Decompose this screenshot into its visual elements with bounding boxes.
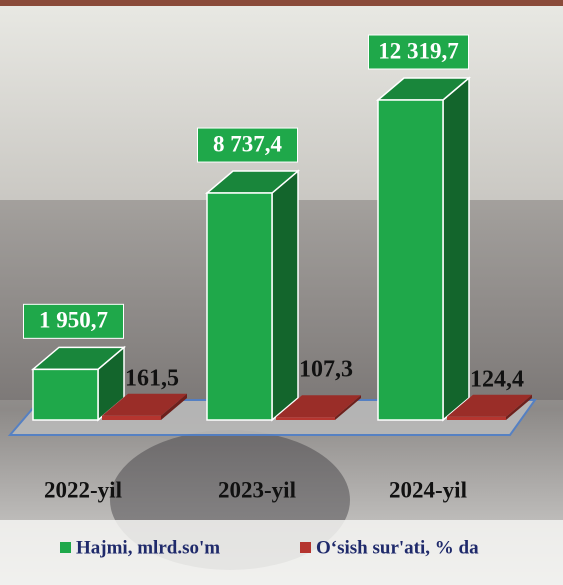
value-label: 107,3 [299,357,353,383]
bar-face [102,416,161,420]
legend-swatch [60,542,71,553]
bar-face [272,171,298,420]
legend-label: O‘sish sur'ati, % da [316,537,479,558]
chart: 1 950,7 161,5 2022-yil 8 737,4 107,3 2023-yil… [0,0,563,585]
bar-face [378,100,443,420]
x-tick-label: 2024-yil [389,477,467,502]
bar [207,171,298,420]
value-label: 161,5 [125,365,179,391]
bar-face [443,78,469,420]
top-border [0,0,563,6]
value-label: 8 737,4 [213,131,283,156]
legend-swatch [300,542,311,553]
bar-face [33,369,98,420]
value-label: 12 319,7 [378,38,459,63]
legend-label: Hajmi, mlrd.so'm [76,537,220,558]
x-tick-label: 2022-yil [44,477,122,502]
bar-face [207,193,272,420]
bar [378,78,469,420]
x-tick-label: 2023-yil [218,477,296,502]
bar-face [276,417,335,420]
value-label: 124,4 [470,366,524,392]
bar-face [447,417,506,420]
value-label: 1 950,7 [39,308,108,333]
